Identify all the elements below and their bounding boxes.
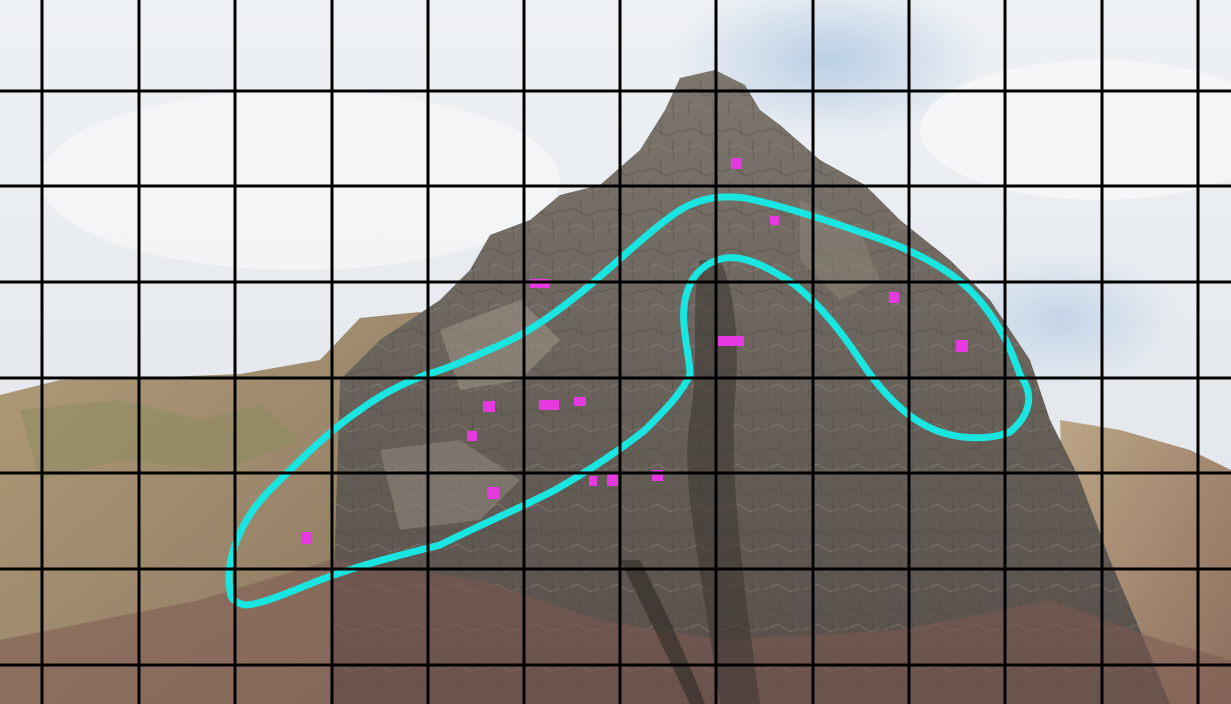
marker: [956, 340, 968, 352]
marker: [301, 532, 312, 544]
marker: [483, 401, 495, 412]
rock-texture: [330, 70, 1170, 704]
marker: [589, 476, 597, 486]
cloud: [920, 60, 1231, 200]
marker: [539, 400, 559, 410]
marker: [652, 470, 663, 481]
rock-reddish-base: [0, 560, 1231, 704]
rock-crevice: [687, 260, 760, 704]
marker: [607, 474, 618, 486]
marker: [467, 431, 477, 441]
marker: [574, 397, 586, 406]
marker: [718, 336, 744, 346]
left-cliff-vegetation: [20, 400, 300, 480]
marker: [731, 158, 742, 169]
rock-highlight: [800, 200, 880, 300]
marker: [770, 216, 779, 225]
rock-highlight: [380, 440, 520, 530]
rock-crevice: [620, 560, 705, 704]
marker: [889, 292, 899, 303]
annotation-markers: [301, 158, 968, 544]
annotation-outline: [225, 193, 1033, 609]
marker: [487, 487, 499, 499]
cloud: [40, 90, 560, 270]
